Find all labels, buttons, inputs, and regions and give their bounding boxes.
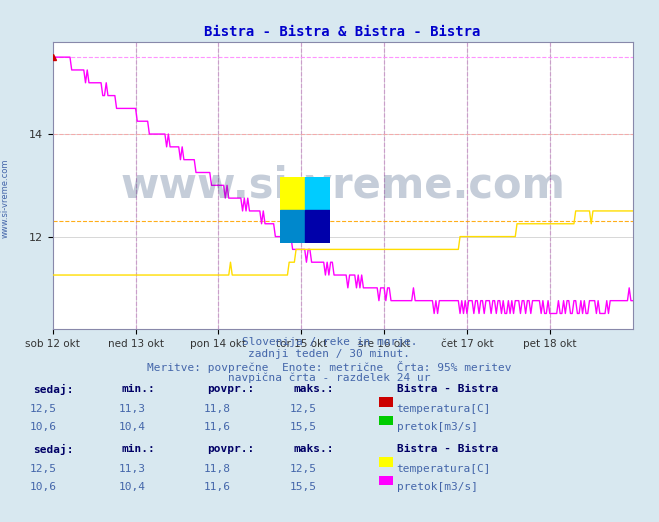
Text: Meritve: povprečne  Enote: metrične  Črta: 95% meritev: Meritve: povprečne Enote: metrične Črta:… <box>147 361 512 373</box>
Title: Bistra - Bistra & Bistra - Bistra: Bistra - Bistra & Bistra - Bistra <box>204 25 481 39</box>
Bar <box>304 210 330 243</box>
Text: pretok[m3/s]: pretok[m3/s] <box>397 482 478 492</box>
Text: Bistra - Bistra: Bistra - Bistra <box>397 384 498 394</box>
Text: 11,3: 11,3 <box>119 464 145 473</box>
Bar <box>280 177 304 210</box>
Text: 10,4: 10,4 <box>119 482 145 492</box>
Text: navpična črta - razdelek 24 ur: navpična črta - razdelek 24 ur <box>228 373 431 383</box>
Text: maks.:: maks.: <box>293 444 333 454</box>
Text: povpr.:: povpr.: <box>208 384 255 394</box>
Text: 15,5: 15,5 <box>290 482 316 492</box>
Bar <box>304 177 330 210</box>
Text: min.:: min.: <box>122 444 156 454</box>
Text: sedaj:: sedaj: <box>33 384 73 395</box>
Text: sedaj:: sedaj: <box>33 444 73 455</box>
Text: temperatura[C]: temperatura[C] <box>397 464 491 473</box>
Text: 11,6: 11,6 <box>204 422 231 432</box>
Text: 11,8: 11,8 <box>204 464 231 473</box>
Text: 12,5: 12,5 <box>30 404 56 413</box>
Text: 11,6: 11,6 <box>204 482 231 492</box>
Text: 11,3: 11,3 <box>119 404 145 413</box>
Text: pretok[m3/s]: pretok[m3/s] <box>397 422 478 432</box>
Text: 12,5: 12,5 <box>290 404 316 413</box>
Text: povpr.:: povpr.: <box>208 444 255 454</box>
Text: Slovenija / reke in morje.: Slovenija / reke in morje. <box>242 337 417 347</box>
Text: 15,5: 15,5 <box>290 422 316 432</box>
Text: min.:: min.: <box>122 384 156 394</box>
Text: Bistra - Bistra: Bistra - Bistra <box>397 444 498 454</box>
Text: 11,8: 11,8 <box>204 404 231 413</box>
Text: 10,4: 10,4 <box>119 422 145 432</box>
Text: www.si-vreme.com: www.si-vreme.com <box>1 159 10 238</box>
Text: 10,6: 10,6 <box>30 422 56 432</box>
Bar <box>280 210 304 243</box>
Text: temperatura[C]: temperatura[C] <box>397 404 491 413</box>
Text: 10,6: 10,6 <box>30 482 56 492</box>
Text: www.si-vreme.com: www.si-vreme.com <box>120 164 565 206</box>
Text: maks.:: maks.: <box>293 384 333 394</box>
Text: zadnji teden / 30 minut.: zadnji teden / 30 minut. <box>248 349 411 359</box>
Text: 12,5: 12,5 <box>30 464 56 473</box>
Text: 12,5: 12,5 <box>290 464 316 473</box>
